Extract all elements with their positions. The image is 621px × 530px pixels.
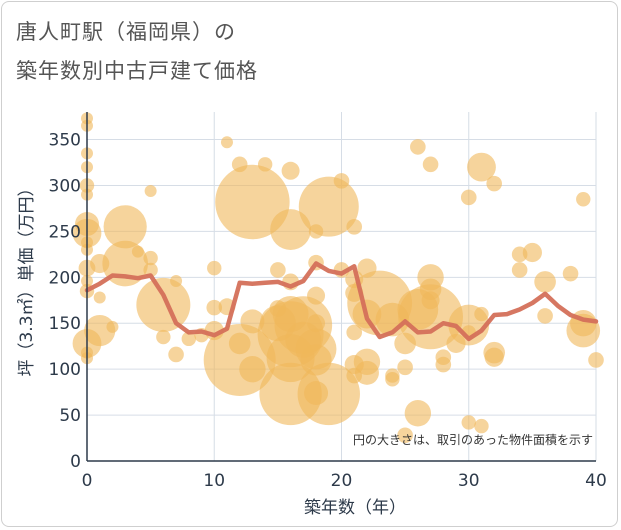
x-tick-label: 10 [203, 471, 225, 491]
x-tick-label: 0 [82, 471, 93, 491]
chart-title-line1: 唐人町駅（福岡県）の [16, 20, 236, 44]
bubble-point [181, 331, 196, 347]
axes [86, 112, 596, 462]
y-tick-label: 350 [49, 131, 81, 151]
x-tick-label: 40 [585, 471, 607, 491]
bubble-point [534, 271, 556, 293]
bubble-point [297, 362, 360, 426]
bubble-point [215, 164, 290, 240]
bubble-point [136, 277, 191, 332]
bubble-point [333, 173, 350, 189]
bubble-point [576, 192, 591, 207]
y-tick-label: 200 [49, 268, 81, 288]
bubble-point [106, 320, 119, 333]
bubble-point [270, 262, 286, 278]
bubble-point [467, 152, 496, 182]
chart-title-line2: 築年数別中古戸建て価格 [16, 59, 258, 83]
bubble-point [156, 329, 171, 345]
bubble-point [307, 286, 326, 305]
bubble-point [103, 205, 147, 249]
bubble-point [484, 347, 504, 367]
bubble-point [206, 299, 223, 316]
y-tick-label: 250 [49, 222, 81, 242]
bubble-point [404, 400, 432, 427]
bubble-point [131, 245, 144, 258]
bubble-point [307, 314, 326, 333]
bubble-point [588, 352, 604, 368]
y-tick-label: 150 [49, 314, 81, 334]
y-tick-label: 0 [70, 452, 81, 472]
x-tick-label: 30 [458, 471, 480, 491]
bubble-point [460, 189, 477, 206]
bubble-point [511, 262, 528, 278]
bubble-point [522, 242, 542, 263]
bubble-point [257, 157, 273, 172]
y-tick-label: 300 [49, 176, 81, 196]
bubble-point [207, 260, 222, 276]
bubble-point [143, 262, 158, 278]
bubble-point [346, 219, 363, 235]
trend-line-series [84, 261, 599, 342]
y-tick-label: 100 [49, 360, 81, 380]
y-tick-label: 50 [59, 406, 81, 426]
bubble-series [72, 112, 604, 444]
bubble-point [239, 355, 266, 383]
y-axis-label: 坪（3.3㎡）単価（万円） [17, 179, 37, 376]
bubble-point [385, 372, 400, 387]
bubble-point [84, 314, 116, 347]
bubble-point [397, 359, 413, 376]
bubble-point [168, 346, 184, 363]
bubble-point [354, 360, 379, 385]
bubble-point [422, 156, 439, 173]
bubble-point [270, 209, 311, 250]
bubble-point [281, 161, 300, 180]
bubble-point [346, 324, 363, 341]
bubble-point [486, 175, 503, 192]
x-axis-label: 築年数（年） [304, 498, 406, 518]
bubble-point [410, 139, 426, 155]
bubble-point [298, 176, 359, 237]
bubble-point [220, 136, 233, 149]
tick-labels: 0 10 20 30 40 0 50 100 150 200 250 300 350 [49, 131, 607, 491]
bubble-point [461, 415, 476, 430]
bubble-point [170, 274, 183, 287]
trend-line [84, 261, 599, 342]
bubble-point [397, 427, 413, 444]
bubble-point [562, 265, 579, 282]
bubble-point [474, 306, 489, 322]
bubble-point [435, 356, 452, 373]
bubble-point [144, 184, 157, 197]
bubble-point [143, 250, 158, 266]
bubble-point [398, 284, 463, 350]
bubble-point [474, 418, 489, 434]
x-tick-label: 20 [331, 471, 353, 491]
bubble-size-note: 円の大きさは、取引のあった物件面積を示す [353, 432, 593, 447]
bubble-point [93, 291, 106, 304]
bubble-point [537, 308, 553, 324]
